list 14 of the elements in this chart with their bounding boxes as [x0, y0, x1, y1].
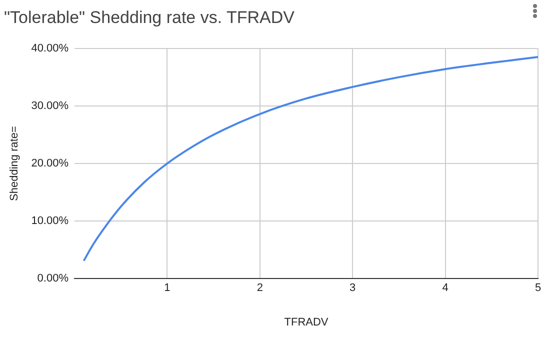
x-tick-label: 2 [256, 282, 263, 294]
y-tick-label: 0.00% [37, 272, 69, 285]
x-tick-label: 3 [350, 282, 356, 294]
y-tick-label: 10.00% [31, 215, 69, 228]
y-tick-label: 30.00% [31, 100, 69, 112]
x-tick-label: 5 [534, 282, 542, 294]
y-axis-title: Shedding rate= [8, 126, 21, 201]
x-axis-title: TFRADV [284, 316, 329, 328]
line-series [82, 56, 538, 262]
y-tick-label: 20.00% [31, 158, 69, 170]
x-tick-label: 4 [442, 282, 448, 294]
chart-title: "Tolerable" Shedding rate vs. TFRADV [4, 8, 296, 27]
x-tick-label: 1 [164, 282, 170, 294]
y-tick-label: 40.00% [31, 42, 69, 54]
